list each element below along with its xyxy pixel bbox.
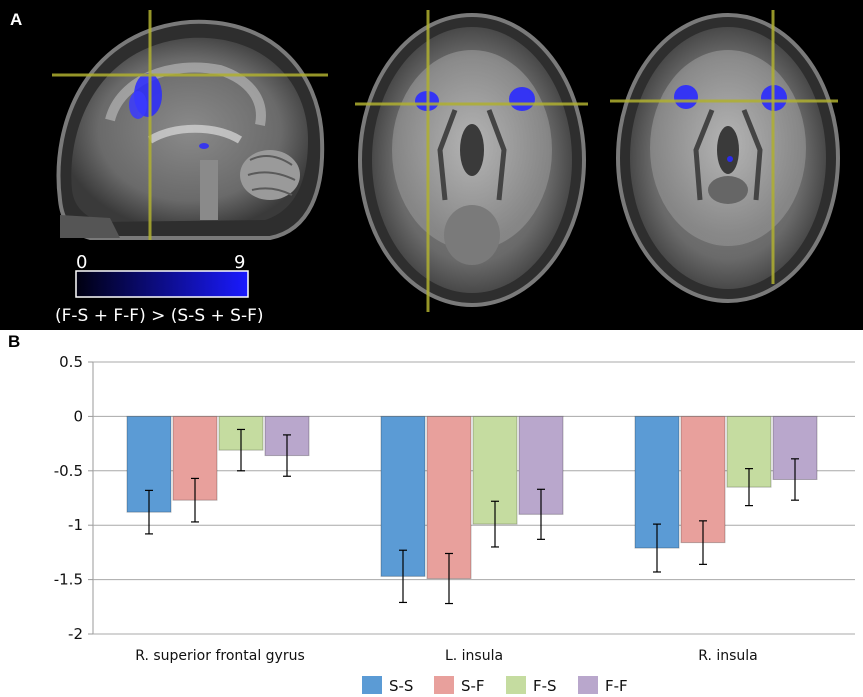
legend: S-S S-F F-S F-F (362, 676, 628, 695)
contrast-label: (F-S + F-F) > (S-S + S-F) (55, 306, 264, 326)
category-label: R. superior frontal gyrus (135, 648, 305, 664)
error-bar (445, 552, 453, 605)
axial-slice-2 (610, 10, 840, 303)
error-bar (191, 477, 199, 523)
bars (126, 415, 818, 580)
error-bar (237, 428, 245, 472)
y-tick-label: 0 (73, 407, 83, 425)
legend-swatch (434, 676, 454, 694)
error-bar (653, 523, 661, 573)
bar-S-F-1 (426, 415, 472, 580)
y-tick-label: 0.5 (59, 353, 83, 371)
panel-b-label: B (8, 332, 21, 351)
y-tick-label: -1.5 (54, 571, 83, 589)
error-bars (145, 428, 799, 605)
legend-label: S-S (389, 677, 413, 695)
y-axis-ticks: 0.5 0 -0.5 -1 -1.5 -2 (54, 353, 83, 643)
legend-item: F-F (578, 676, 628, 695)
error-bar (537, 488, 545, 540)
legend-swatch (578, 676, 598, 694)
legend-label: F-F (605, 677, 628, 695)
sagittal-slice (52, 10, 328, 240)
error-bar (491, 500, 499, 548)
panel-a-label: A (10, 10, 23, 29)
error-bar (791, 458, 799, 501)
legend-item: S-F (434, 676, 485, 695)
brain-slices: 0 9 (F-S + F-F) > (S-S + S-F) (52, 10, 840, 326)
error-bar (145, 489, 153, 535)
category-label: L. insula (445, 648, 503, 664)
error-bar (399, 549, 407, 604)
y-tick-label: -0.5 (54, 462, 83, 480)
legend-item: S-S (362, 676, 413, 695)
brain-imaging-panel: 0 9 (F-S + F-F) > (S-S + S-F) A (0, 0, 863, 330)
y-tick-label: -2 (68, 625, 83, 643)
bar-chart: 0.5 0 -0.5 -1 -1.5 -2 R. superior frontal gyr… (54, 353, 855, 695)
error-bar (745, 468, 753, 507)
legend-swatch (506, 676, 526, 694)
legend-label: S-F (461, 677, 485, 695)
y-tick-label: -1 (68, 516, 83, 534)
category-labels: R. superior frontal gyrus L. insula R. ins… (135, 648, 758, 664)
colorbar: 0 9 (F-S + F-F) > (S-S + S-F) (55, 252, 264, 326)
error-bar (699, 520, 707, 565)
axial-slice-1 (355, 10, 588, 312)
legend-item: F-S (506, 676, 557, 695)
colorbar-min-label: 0 (76, 252, 87, 273)
colorbar-max-label: 9 (234, 252, 245, 273)
category-label: R. insula (698, 648, 758, 664)
error-bar (283, 434, 291, 477)
legend-swatch (362, 676, 382, 694)
legend-label: F-S (533, 677, 557, 695)
